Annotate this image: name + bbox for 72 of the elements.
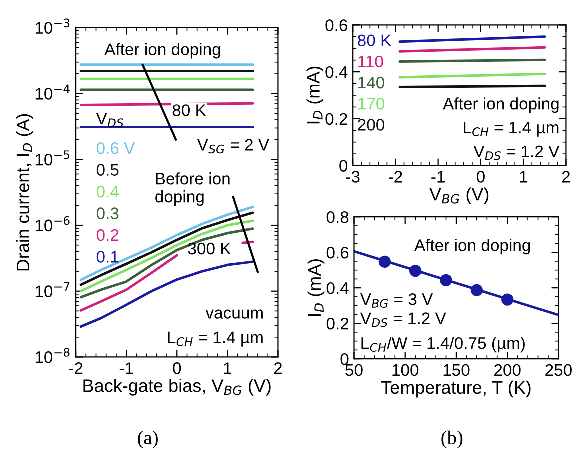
x-tick-label: 150 bbox=[444, 364, 470, 376]
annotation: V$_{SG}$ = 2 V bbox=[197, 139, 270, 154]
x-tick-label: 50 bbox=[346, 364, 363, 376]
series-label: 80 K bbox=[358, 34, 392, 47]
y-tick-label: 0.8 bbox=[326, 211, 349, 224]
annotation: After ion doping bbox=[443, 98, 559, 114]
x-tick-label: 1 bbox=[520, 171, 528, 183]
series-label: 140 bbox=[358, 76, 385, 89]
annotation: V$_{DS}$ = 1.2 V bbox=[360, 312, 446, 328]
series-label: 170 bbox=[358, 98, 385, 110]
x-tick-label: 2 bbox=[562, 171, 570, 183]
text: 0.2 bbox=[96, 229, 119, 242]
annotation: Before ion doping bbox=[156, 172, 230, 206]
y-tick-label: 0 bbox=[340, 353, 349, 366]
annotation: 300 K bbox=[188, 242, 232, 255]
y-tick-label: 10$^{−7}$ bbox=[36, 282, 70, 298]
y-axis-title: I$_{D}$ (mA) bbox=[308, 259, 325, 316]
y-tick-label: 0.6 bbox=[326, 246, 349, 259]
text: 0.4 bbox=[96, 186, 119, 198]
y-tick-label: 10$^{−5}$ bbox=[36, 150, 70, 166]
y-tick-label: 0.6 bbox=[326, 20, 348, 32]
y-tick-label: 10$^{−4}$ bbox=[36, 84, 70, 100]
point bbox=[378, 256, 391, 268]
annotation: vacuum bbox=[206, 310, 263, 319]
annotation: After ion doping bbox=[104, 43, 220, 59]
annotation: L$_{CH}$ = 1.4 µm bbox=[464, 122, 559, 137]
y-tick-label: 0.4 bbox=[326, 282, 349, 294]
x-tick-label: -2 bbox=[389, 171, 402, 183]
annotation: L$_{CH}$ = 1.4 µm bbox=[168, 332, 263, 347]
y-tick-label: 10$^{−3}$ bbox=[36, 18, 70, 34]
text: 0.3 bbox=[96, 208, 119, 220]
text: 0.5 bbox=[96, 164, 119, 176]
x-tick-label: 2 bbox=[274, 362, 282, 374]
text: 0.1 bbox=[96, 251, 119, 263]
y-tick-label: 0.2 bbox=[326, 318, 349, 330]
annotation: V$_{DS}$ = 1.2 V bbox=[474, 146, 560, 160]
x-tick-label: 200 bbox=[494, 364, 521, 376]
x-tick-label: -1 bbox=[120, 362, 134, 374]
text: (a) bbox=[138, 430, 158, 448]
line-series bbox=[80, 228, 254, 299]
annotation: V$_{BG}$ = 3 V bbox=[360, 294, 434, 308]
text: 0.6 V bbox=[96, 142, 136, 154]
annotation: 80 K bbox=[172, 104, 206, 116]
annotation: L$_{CH}$/W = 1.4/0.75 (µm) bbox=[362, 337, 525, 353]
x-tick-label: -3 bbox=[346, 171, 360, 183]
x-tick-label: 0 bbox=[476, 171, 485, 183]
y-tick-label: 0 bbox=[340, 160, 348, 172]
point bbox=[410, 264, 422, 278]
y-tick-label: 0.4 bbox=[326, 66, 348, 78]
point bbox=[502, 294, 514, 306]
y-axis-title: Drain current, I$_{D}$ (A) bbox=[16, 114, 34, 271]
x-tick-label: -2 bbox=[69, 362, 83, 374]
point bbox=[470, 284, 483, 296]
x-axis-title: Back-gate bias, V$_{BG}$ (V) bbox=[84, 379, 271, 396]
x-tick-label: 0 bbox=[173, 362, 182, 374]
x-tick-label: 100 bbox=[392, 364, 419, 376]
y-tick-label: 10$^{−8}$ bbox=[36, 348, 70, 364]
text: 200 bbox=[358, 119, 385, 131]
x-tick-label: 1 bbox=[224, 362, 232, 374]
x-axis-title: Temperature, T (K) bbox=[381, 380, 531, 398]
series-label: 110 bbox=[358, 56, 384, 68]
x-tick-label: -1 bbox=[432, 171, 445, 183]
y-tick-label: 0.2 bbox=[326, 113, 348, 126]
legend-title: V$_{DS}$ bbox=[96, 113, 124, 128]
y-axis-title: I$_{D}$ (mA) bbox=[306, 66, 324, 124]
point bbox=[440, 274, 452, 287]
x-tick-label: 250 bbox=[546, 364, 572, 376]
y-tick-label: 10$^{−6}$ bbox=[36, 216, 70, 232]
annotation: After ion doping bbox=[414, 239, 530, 255]
text: (b) bbox=[442, 430, 463, 448]
x-axis-title: V$_{BG}$ (V) bbox=[430, 188, 489, 204]
line-series bbox=[80, 220, 254, 293]
